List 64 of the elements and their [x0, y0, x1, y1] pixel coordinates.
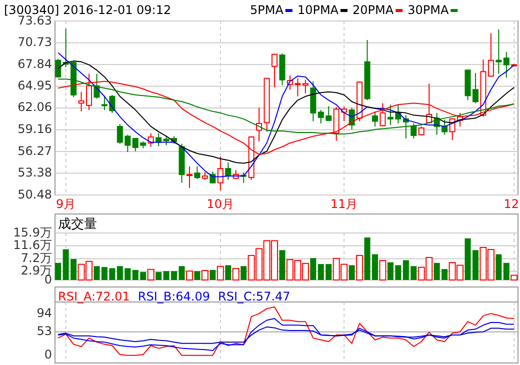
bar	[216, 266, 224, 280]
candlestick	[217, 156, 224, 191]
bar	[510, 274, 518, 280]
candlestick	[380, 102, 386, 127]
bar	[194, 271, 200, 280]
candlestick	[496, 28, 502, 74]
y-tick-label: 56.27	[18, 144, 52, 158]
candlestick	[372, 110, 378, 127]
text: RSI_B:64.09	[138, 289, 210, 304]
y-tick-label: 0	[44, 348, 52, 362]
candlestick	[488, 32, 494, 78]
candlestick	[503, 52, 510, 78]
x-tick-label: 9月	[56, 197, 76, 211]
bar	[503, 262, 510, 280]
y-tick-label: 94	[36, 306, 52, 320]
bar	[210, 270, 216, 280]
bar	[147, 268, 154, 280]
y-tick-label: 62.06	[18, 100, 52, 114]
y-tick-label: 53.38	[18, 165, 52, 180]
x-tick-label: 11月	[330, 197, 358, 211]
x-tick-label: 12	[504, 197, 519, 211]
bar	[310, 258, 316, 280]
bar	[240, 266, 247, 280]
legend-label: 30PMA	[408, 3, 450, 17]
bar	[178, 266, 185, 280]
line-series	[58, 318, 515, 352]
y-tick-label: 50.48	[18, 187, 52, 202]
bar	[379, 260, 386, 280]
line-series	[58, 306, 515, 356]
bar	[356, 254, 364, 280]
bar	[496, 254, 502, 280]
bar	[156, 272, 162, 280]
chart-title: 成交量	[58, 216, 97, 232]
text: RSI_A:72.01	[58, 289, 130, 304]
candlestick	[186, 166, 192, 189]
candlestick	[418, 126, 424, 136]
y-tick-label: 53	[36, 324, 52, 338]
y-tick-label: 7.2万	[20, 251, 52, 265]
legend-label: 10PMA	[297, 3, 340, 17]
candlestick	[225, 162, 232, 180]
y-tick-label: 67.84	[18, 56, 52, 71]
bar	[55, 262, 62, 280]
candlestick	[302, 79, 308, 94]
y-tick-label: 15.9万	[13, 225, 52, 240]
line-series	[58, 60, 515, 164]
legend-label: 5PMA	[250, 3, 284, 17]
x-tick-label: 10月	[206, 197, 234, 211]
bar	[279, 250, 286, 280]
bar	[201, 270, 208, 280]
bar	[186, 270, 193, 280]
bar	[232, 268, 240, 280]
y-tick-label: 59.16	[18, 122, 52, 136]
bar	[225, 265, 232, 280]
y-tick-label: 64.95	[18, 78, 52, 93]
y-tick-label: 2.9万	[20, 264, 52, 278]
candlestick	[194, 166, 200, 180]
text: RSI_C:57.47	[218, 289, 290, 304]
candlestick	[272, 53, 278, 88]
bar	[94, 266, 100, 280]
line-series	[58, 326, 515, 344]
bar	[348, 265, 355, 280]
y-tick-label: 70.73	[18, 35, 52, 50]
legend-label: 20PMA	[352, 3, 394, 17]
y-tick-label: 11.6万	[13, 238, 52, 252]
